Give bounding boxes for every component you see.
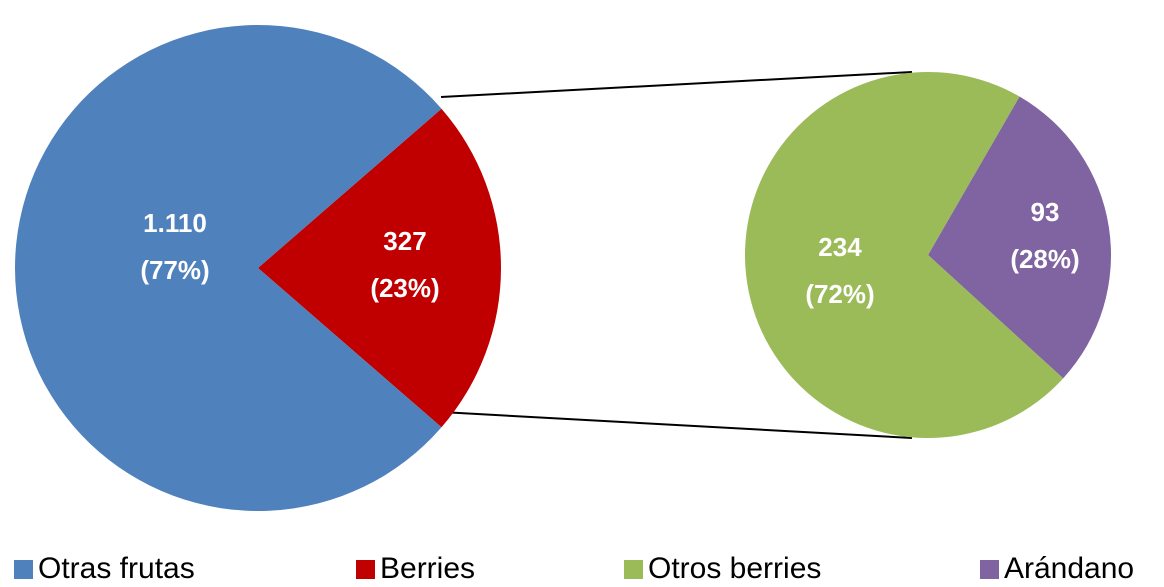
pie-slice (14, 24, 442, 511)
legend-swatch (980, 560, 999, 579)
data-label: 234 (818, 232, 862, 262)
legend-label: Otros berries (648, 552, 821, 585)
pie-slice (745, 71, 1064, 439)
data-label: (77%) (140, 255, 209, 285)
data-label: 93 (1031, 197, 1060, 227)
pie-slice (258, 108, 501, 428)
legend-swatch (356, 560, 375, 579)
legend-label: Otras frutas (38, 552, 195, 585)
connector-line (440, 71, 913, 98)
legend-swatch (14, 560, 33, 579)
connector-line (440, 411, 913, 439)
data-label: 1.110 (143, 208, 207, 238)
legend-label: Arándano (1004, 552, 1134, 585)
data-label: (28%) (1010, 244, 1079, 274)
data-label: (72%) (805, 279, 874, 309)
data-label: 327 (383, 226, 426, 256)
data-label: (23%) (370, 273, 439, 303)
legend-swatch (624, 560, 643, 579)
pie-slice (928, 96, 1111, 379)
legend-label: Berries (380, 552, 475, 585)
